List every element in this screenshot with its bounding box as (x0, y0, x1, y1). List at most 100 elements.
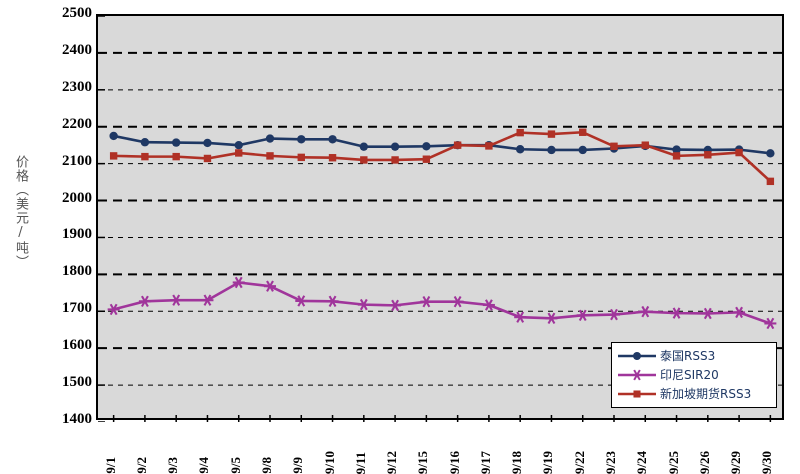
x-axis-tick-label: 9/18 (509, 450, 525, 474)
legend-item-label: 泰国RSS3 (660, 349, 716, 363)
data-point-marker (328, 154, 337, 162)
data-point-marker (234, 140, 243, 150)
data-point-marker (420, 295, 433, 308)
y-axis-tick-label: 1900 (62, 226, 92, 243)
x-axis-tick-label: 9/4 (196, 457, 212, 474)
data-point-marker (633, 351, 641, 360)
data-point-marker (672, 145, 681, 154)
data-point-marker (514, 311, 527, 323)
x-axis-tick-label: 9/17 (477, 450, 493, 474)
chart-legend: 泰国RSS3 印尼SIR20 新加坡期货RSS3 (611, 342, 777, 408)
x-axis-tick-label: 9/11 (352, 451, 368, 474)
data-point-marker (170, 294, 183, 306)
data-point-marker (391, 156, 399, 164)
data-point-marker (265, 134, 275, 143)
legend-item[interactable]: 印尼SIR20 (616, 365, 772, 384)
x-axis-tick-label: 9/12 (384, 450, 400, 474)
data-point-marker (107, 303, 120, 316)
x-axis-tick-label: 9/30 (759, 450, 775, 474)
legend-item-label: 印尼SIR20 (660, 368, 719, 382)
data-point-marker (328, 135, 337, 144)
data-point-marker (109, 131, 118, 141)
y-axis-tick-label: 1700 (62, 300, 92, 317)
data-point-marker (357, 298, 370, 311)
x-axis-tick-label: 9/24 (634, 450, 650, 474)
data-point-marker (201, 294, 214, 306)
y-axis-title: 价格（美元/吨） (13, 155, 28, 269)
series-line (112, 134, 772, 155)
data-point-marker (171, 138, 181, 147)
x-axis-tick-label: 9/15 (415, 450, 431, 474)
y-axis-tick-label: 2400 (62, 41, 92, 58)
y-axis-tick-label: 2500 (62, 5, 92, 21)
data-point-marker (576, 309, 589, 322)
data-point-marker (264, 280, 276, 292)
series-square (109, 128, 775, 186)
data-point-marker (266, 152, 274, 160)
data-point-marker (138, 295, 151, 308)
data-point-marker (232, 276, 245, 289)
x-axis-tick-label: 9/9 (290, 457, 306, 474)
x-axis-tick-label: 9/19 (540, 450, 556, 474)
data-point-marker (641, 141, 649, 149)
data-point-marker (670, 307, 683, 319)
data-point-marker (141, 152, 149, 161)
data-point-marker (733, 306, 746, 319)
data-point-marker (326, 295, 339, 308)
data-point-marker (422, 155, 431, 163)
y-axis-tick-label: 1500 (62, 374, 92, 391)
data-point-marker (359, 142, 369, 151)
y-axis-tick-label: 2300 (62, 78, 92, 95)
x-axis-tick-label: 9/16 (446, 450, 462, 474)
x-axis-tick-labels: 9/1 9/2 9/3 9/4 9/5 9/8 9/9 9/10 9/11 9/12 9/15 9/1… (96, 422, 784, 474)
data-point-marker (297, 135, 306, 144)
x-axis-tick-label: 9/1 (102, 457, 118, 474)
x-axis-tick-label: 9/26 (696, 450, 712, 474)
data-point-marker (389, 299, 402, 312)
x-axis-tick-label: 9/2 (133, 457, 149, 474)
legend-item-label: 新加坡期货RSS3 (660, 387, 752, 401)
y-axis-tick-label: 1600 (62, 337, 92, 354)
data-point-marker (203, 138, 212, 148)
series-line (112, 130, 772, 183)
data-point-marker (633, 389, 641, 398)
data-point-marker (579, 128, 587, 136)
data-point-marker (766, 177, 775, 186)
data-point-marker (701, 307, 714, 320)
data-point-marker (422, 142, 431, 151)
x-axis-tick-label: 9/8 (259, 457, 274, 474)
data-point-marker (172, 152, 180, 161)
data-point-marker (735, 148, 743, 157)
series-star (107, 276, 777, 330)
data-point-marker (639, 305, 652, 318)
x-axis-tick-label: 9/23 (603, 450, 618, 474)
data-point-marker (515, 145, 525, 154)
data-point-marker (547, 130, 556, 138)
data-point-marker (235, 149, 243, 157)
legend-marker-square-icon (618, 389, 656, 398)
y-axis-tick-label: 2000 (62, 189, 92, 206)
data-point-marker (764, 317, 777, 330)
data-point-marker (631, 369, 643, 380)
data-point-marker (485, 142, 493, 150)
legend-marker-star-icon (618, 369, 656, 380)
data-point-marker (451, 295, 464, 308)
data-point-marker (453, 141, 462, 149)
data-point-marker (578, 145, 587, 155)
data-point-marker (704, 151, 712, 159)
x-axis-tick-label: 9/22 (571, 450, 587, 474)
data-point-marker (766, 149, 775, 158)
data-point-marker (203, 154, 212, 163)
y-axis-tick-label: 2100 (62, 152, 92, 169)
x-axis-tick-label: 9/5 (227, 457, 243, 474)
data-point-marker (608, 308, 620, 321)
x-axis-tick-label: 9/29 (728, 450, 744, 474)
y-axis-tick-label: 1800 (62, 263, 92, 280)
y-axis-tick-label: 2200 (62, 115, 92, 132)
y-axis-tick-labels: 2500 2400 2300 2200 2100 2000 1900 1800 1700 1600… (26, 0, 92, 474)
data-point-marker (140, 138, 150, 147)
legend-item[interactable]: 泰国RSS3 (616, 346, 772, 365)
data-point-marker (482, 299, 495, 311)
legend-item[interactable]: 新加坡期货RSS3 (616, 384, 772, 403)
